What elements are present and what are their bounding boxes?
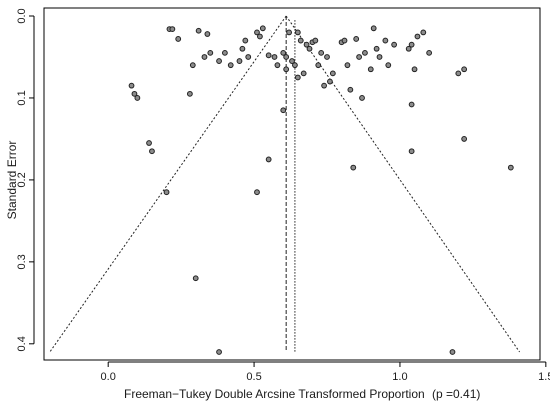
data-point bbox=[294, 74, 301, 81]
data-point bbox=[134, 95, 141, 101]
data-point bbox=[216, 58, 222, 64]
data-point bbox=[385, 62, 392, 69]
funnel-left-line bbox=[49, 15, 287, 353]
data-point bbox=[195, 27, 202, 34]
data-point bbox=[175, 36, 182, 42]
data-point bbox=[408, 41, 415, 48]
data-point bbox=[297, 37, 304, 44]
data-point bbox=[350, 164, 357, 171]
data-point bbox=[149, 148, 155, 155]
data-point bbox=[318, 49, 325, 56]
data-point bbox=[411, 66, 418, 73]
x-tick-label: 1.5 bbox=[538, 371, 550, 383]
data-point bbox=[327, 78, 333, 85]
data-point bbox=[405, 45, 412, 52]
data-point bbox=[367, 66, 374, 73]
data-point bbox=[391, 41, 398, 48]
data-point bbox=[239, 45, 246, 52]
data-point bbox=[414, 33, 421, 40]
data-point bbox=[259, 25, 266, 32]
data-point bbox=[192, 275, 199, 282]
data-point bbox=[265, 52, 272, 59]
data-point bbox=[271, 54, 278, 60]
x-tick-label: 0.0 bbox=[101, 371, 116, 383]
data-point bbox=[204, 31, 211, 37]
data-point bbox=[186, 90, 193, 97]
p-value-label: (p =0.41) bbox=[432, 387, 480, 401]
data-point bbox=[321, 82, 327, 89]
funnel-right-line bbox=[285, 15, 520, 353]
data-point bbox=[236, 58, 243, 64]
data-point bbox=[242, 37, 249, 44]
data-point bbox=[227, 62, 234, 69]
x-tick-label: 1.0 bbox=[392, 371, 407, 383]
data-point bbox=[207, 49, 214, 56]
data-point bbox=[382, 37, 389, 44]
data-point bbox=[283, 66, 290, 73]
data-point bbox=[507, 164, 514, 171]
data-point bbox=[362, 49, 368, 56]
data-point bbox=[373, 45, 380, 52]
data-point bbox=[131, 90, 138, 97]
data-point bbox=[289, 58, 295, 64]
plot-frame bbox=[43, 7, 541, 361]
data-point bbox=[455, 70, 462, 77]
y-tick-label: 0.1 bbox=[16, 90, 28, 105]
y-tick-label: 0.4 bbox=[16, 336, 28, 351]
data-point bbox=[201, 54, 208, 60]
data-point bbox=[376, 54, 383, 60]
data-point bbox=[274, 62, 281, 69]
data-point bbox=[254, 189, 260, 196]
data-point bbox=[286, 29, 292, 36]
data-point bbox=[265, 156, 272, 163]
data-point bbox=[420, 29, 427, 36]
data-point bbox=[461, 136, 468, 142]
data-point bbox=[356, 54, 363, 60]
data-point bbox=[163, 189, 170, 196]
data-point bbox=[189, 62, 196, 69]
data-point bbox=[128, 82, 135, 89]
x-tick-label: 0.5 bbox=[246, 371, 261, 383]
data-point bbox=[257, 33, 263, 40]
data-points bbox=[128, 25, 514, 355]
data-point bbox=[216, 349, 222, 355]
y-tick-label: 0.0 bbox=[16, 8, 28, 23]
data-point bbox=[280, 49, 287, 56]
data-point bbox=[254, 29, 260, 36]
data-point bbox=[449, 349, 456, 355]
y-axis-title: Standard Error bbox=[5, 141, 19, 220]
data-point bbox=[303, 41, 310, 48]
data-point bbox=[324, 54, 330, 60]
data-point bbox=[329, 70, 336, 77]
data-point bbox=[408, 148, 415, 155]
y-tick-label: 0.3 bbox=[16, 254, 28, 269]
data-point bbox=[292, 62, 298, 69]
x-axis-title: Freeman−Tukey Double Arcsine Transformed… bbox=[124, 387, 425, 401]
data-point bbox=[408, 101, 415, 108]
data-point bbox=[341, 37, 348, 44]
plot-axes: 0.0 0.5 1.0 1.5 0.0 0.1 0.2 0.3 0.4 bbox=[16, 7, 550, 383]
data-point bbox=[347, 86, 354, 93]
data-point bbox=[370, 25, 377, 32]
y-tick-label: 0.2 bbox=[16, 172, 28, 187]
data-point bbox=[169, 26, 176, 33]
data-point bbox=[146, 140, 152, 146]
data-point bbox=[359, 95, 365, 101]
data-point bbox=[353, 36, 360, 42]
data-point bbox=[426, 49, 433, 56]
data-point bbox=[294, 29, 301, 36]
data-point bbox=[221, 49, 228, 56]
data-point bbox=[300, 70, 307, 77]
funnel-lines bbox=[49, 15, 520, 353]
data-point bbox=[306, 45, 313, 52]
data-point bbox=[344, 62, 351, 69]
data-point bbox=[461, 66, 468, 73]
data-point bbox=[312, 37, 319, 44]
data-point bbox=[280, 107, 287, 114]
data-point bbox=[283, 54, 290, 60]
data-point bbox=[315, 62, 322, 69]
data-point bbox=[245, 54, 252, 60]
